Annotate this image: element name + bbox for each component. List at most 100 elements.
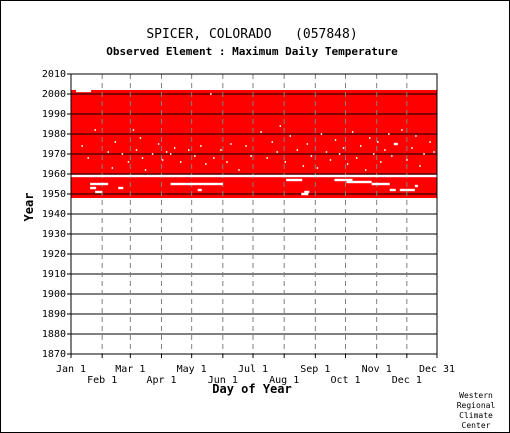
- x-tick-label: Jun 1: [208, 375, 238, 386]
- missing-point: [351, 131, 354, 133]
- missing-segment: [170, 182, 223, 186]
- y-tick-label: 2000: [42, 89, 66, 100]
- missing-segment: [346, 180, 372, 184]
- missing-segment: [393, 142, 398, 146]
- missing-segment: [371, 182, 390, 186]
- missing-point: [127, 161, 130, 163]
- missing-segment: [197, 188, 202, 192]
- y-tick-label: 1970: [42, 149, 66, 160]
- data-coverage-block: [71, 90, 437, 198]
- missing-point: [107, 151, 110, 153]
- missing-point: [260, 131, 262, 133]
- missing-point: [406, 159, 408, 161]
- grid-layer: [71, 74, 437, 354]
- x-axis: Jan 1 Mar 1 May 1 Jul 1 Sep 1 Nov 1 Dec 31 Feb …: [56, 354, 455, 386]
- missing-segment: [334, 178, 353, 182]
- missing-segment: [118, 186, 124, 190]
- x-tick-label: Mar 1: [115, 364, 145, 375]
- missing-point: [391, 155, 393, 157]
- missing-point: [141, 157, 144, 159]
- missing-point: [325, 151, 328, 153]
- y-tick-label: 1880: [42, 329, 66, 340]
- missing-point: [306, 143, 309, 145]
- missing-segment: [389, 188, 396, 192]
- wrcc-credit: Western Regional Climate Center: [457, 391, 496, 430]
- missing-point: [380, 161, 382, 163]
- missing-point: [411, 147, 413, 149]
- missing-segment: [414, 184, 418, 188]
- missing-point: [81, 145, 83, 147]
- missing-point: [161, 159, 164, 161]
- y-tick-label: 2010: [42, 69, 66, 80]
- missing-point: [338, 153, 341, 155]
- missing-point: [213, 157, 215, 159]
- missing-point: [121, 153, 124, 155]
- missing-point: [94, 129, 96, 131]
- missing-layer: [71, 89, 437, 196]
- missing-segment: [301, 192, 309, 196]
- missing-point: [388, 133, 390, 135]
- x-tick-label: Dec 1: [392, 375, 422, 386]
- missing-point: [355, 157, 358, 159]
- x-axis-label: Day of Year: [212, 382, 291, 396]
- missing-point: [157, 143, 160, 145]
- missing-point: [132, 129, 135, 131]
- missing-point: [151, 153, 154, 155]
- missing-point: [369, 137, 371, 139]
- missing-point: [179, 161, 182, 163]
- x-tick-label: Oct 1: [330, 375, 360, 386]
- missing-point: [250, 155, 252, 157]
- missing-segment: [90, 182, 109, 186]
- missing-point: [289, 135, 291, 137]
- y-tick-label: 1950: [42, 189, 66, 200]
- y-tick-label: 1930: [42, 229, 66, 240]
- missing-segment: [399, 188, 415, 192]
- x-tick-label: May 1: [177, 364, 207, 375]
- y-tick-label: 1900: [42, 289, 66, 300]
- missing-point: [238, 169, 240, 171]
- missing-point: [342, 147, 345, 149]
- missing-point: [210, 93, 212, 95]
- missing-segment: [95, 190, 103, 194]
- missing-point: [384, 149, 386, 151]
- missing-point: [373, 153, 375, 155]
- missing-point: [139, 137, 142, 139]
- missing-point: [188, 149, 190, 151]
- missing-point: [359, 145, 362, 147]
- missing-segment: [71, 174, 437, 178]
- credit-line: Center: [462, 421, 491, 430]
- x-tick-label: Apr 1: [146, 375, 176, 386]
- missing-point: [423, 153, 425, 155]
- x-tick-label: Feb 1: [87, 375, 117, 386]
- missing-segment: [90, 186, 97, 190]
- y-axis-label: Year: [22, 193, 36, 222]
- missing-point: [334, 139, 337, 141]
- missing-point: [377, 141, 379, 143]
- missing-point: [302, 165, 305, 167]
- missing-point: [266, 157, 268, 159]
- x-tick-label: Dec 31: [419, 364, 455, 375]
- missing-segment: [286, 178, 303, 182]
- missing-point: [320, 133, 323, 135]
- y-tick-label: 1990: [42, 109, 66, 120]
- credit-line: Western: [459, 391, 493, 400]
- missing-point: [433, 151, 435, 153]
- missing-segment: [304, 190, 310, 194]
- missing-point: [144, 169, 147, 171]
- missing-point: [429, 141, 431, 143]
- missing-point: [271, 141, 273, 143]
- chart-subtitle: Observed Element : Maximum Daily Tempera…: [106, 45, 398, 58]
- x-tick-label: Sep 1: [300, 364, 330, 375]
- missing-point: [226, 161, 228, 163]
- y-tick-label: 1890: [42, 309, 66, 320]
- missing-point: [415, 135, 417, 137]
- missing-point: [284, 161, 286, 163]
- missing-point: [200, 145, 202, 147]
- missing-point: [169, 153, 172, 155]
- missing-point: [165, 151, 168, 153]
- y-tick-label: 1910: [42, 269, 66, 280]
- x-tick-label: Nov 1: [362, 364, 392, 375]
- x-tick-label: Jan 1: [56, 364, 86, 375]
- missing-point: [245, 145, 247, 147]
